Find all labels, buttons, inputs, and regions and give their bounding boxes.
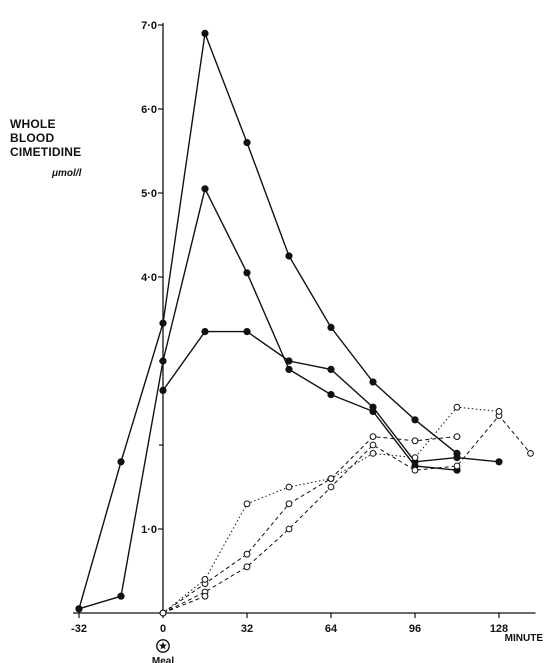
data-point-open [285,483,293,491]
data-point-filled [369,403,377,411]
data-point-filled [285,252,293,260]
x-axis-unit-label: MINUTE [505,633,544,644]
x-tick-label: 0 [160,623,166,635]
series-line-1 [78,30,458,609]
data-point-filled [243,139,251,147]
series-line-7 [162,595,206,614]
y-axis-unit: μmol/l [52,168,82,179]
y-tick-label: 5·0 [141,188,157,200]
y-axis-label-line-2: BLOOD [10,131,55,145]
y-tick-label: 6·0 [141,104,157,116]
data-point-filled [327,323,335,332]
data-point-filled [495,458,503,466]
series-line-6 [162,406,500,614]
data-point-filled [285,365,293,374]
data-point-filled [285,357,293,365]
meal-star-glyph [158,641,168,650]
data-point-open [369,450,377,457]
data-point-open [201,576,209,583]
x-tick-label: 32 [241,623,253,635]
data-point-filled [201,185,209,193]
data-point-open [411,466,419,474]
data-point-open [453,403,461,411]
data-point-open [243,550,251,558]
data-point-open [243,563,251,571]
markers-layer [75,29,534,617]
data-point-open [369,433,377,441]
data-point-open [327,483,335,491]
data-point-filled [159,319,167,327]
data-point-filled [453,454,461,462]
y-tick-label: 4·0 [141,272,157,284]
data-point-filled [159,386,167,395]
data-point-open [201,592,209,600]
data-point-open [495,408,503,415]
data-point-filled [369,378,377,386]
data-point-filled [117,592,125,600]
data-point-open [369,441,377,449]
y-axis-label-line-1: WHOLE [10,117,56,131]
x-tick-label: -32 [71,623,87,635]
data-point-open [411,437,419,445]
axes-layer [73,23,536,618]
data-point-open [327,475,335,483]
data-point-filled [201,29,209,38]
data-point-filled [75,605,83,613]
series-line-4 [162,436,458,614]
data-point-filled [201,328,209,336]
y-tick-label: 1·0 [141,524,157,536]
data-point-filled [243,269,251,277]
data-point-filled [411,416,419,424]
series-line-2 [78,186,458,610]
data-point-open [159,609,167,617]
x-tick-label: 64 [325,623,338,635]
data-point-open [453,433,461,441]
series-line-5 [162,414,531,614]
data-point-open [527,450,534,457]
data-point-open [453,462,461,470]
x-tick-label: 96 [409,623,421,635]
data-point-open [285,525,293,533]
y-axis-label: WHOLE BLOOD CIMETIDINE [10,117,81,159]
y-tick-label: 7·0 [141,20,157,32]
data-point-filled [327,391,335,399]
data-point-filled [327,365,335,374]
data-point-open [285,500,293,508]
meal-label: Meal [152,656,174,663]
labels-layer: -32 0 32 64 96 128 1·0 4·0 5·0 6·0 7·0 Meal MINUTE [71,20,543,663]
data-point-open [411,454,419,462]
data-point-open [243,500,251,508]
data-point-filled [117,458,125,466]
x-tick-label: 128 [490,623,508,635]
data-point-filled [159,357,167,365]
y-axis-label-line-3: CIMETIDINE [10,145,82,159]
data-point-filled [243,328,251,336]
